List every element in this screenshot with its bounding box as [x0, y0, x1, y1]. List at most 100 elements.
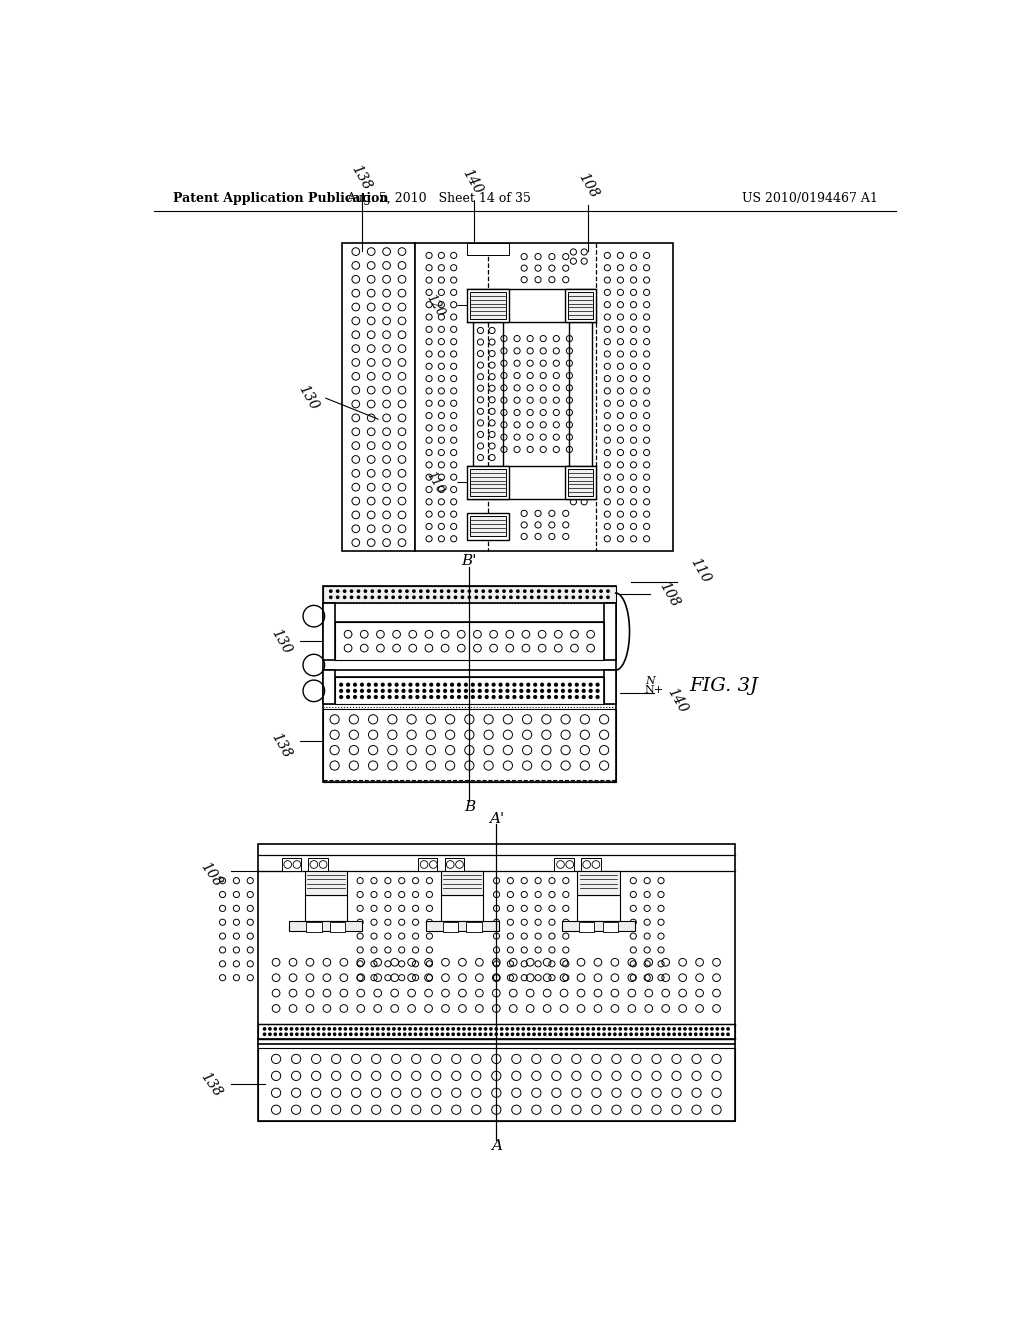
Circle shape: [630, 1034, 632, 1035]
Circle shape: [485, 684, 488, 686]
Circle shape: [433, 590, 436, 593]
Circle shape: [711, 1034, 713, 1035]
Circle shape: [353, 689, 356, 692]
Circle shape: [544, 1028, 546, 1030]
Circle shape: [511, 1034, 514, 1035]
Circle shape: [513, 696, 516, 698]
Bar: [467, 923, 482, 932]
Circle shape: [496, 1034, 498, 1035]
Circle shape: [635, 1028, 638, 1030]
Circle shape: [366, 1028, 368, 1030]
Circle shape: [406, 590, 409, 593]
Circle shape: [499, 696, 502, 698]
Bar: [416, 243, 674, 552]
Circle shape: [706, 1034, 708, 1035]
Bar: [578, 871, 620, 895]
Circle shape: [554, 1034, 557, 1035]
Circle shape: [555, 684, 557, 686]
Circle shape: [541, 696, 544, 698]
Circle shape: [489, 1034, 493, 1035]
Circle shape: [499, 689, 502, 692]
Text: 110: 110: [424, 469, 447, 496]
Circle shape: [403, 1028, 406, 1030]
Circle shape: [392, 597, 394, 598]
Circle shape: [522, 1034, 524, 1035]
Circle shape: [430, 696, 432, 698]
Circle shape: [360, 689, 364, 692]
Circle shape: [646, 1034, 648, 1035]
Circle shape: [340, 684, 343, 686]
Circle shape: [493, 696, 495, 698]
Circle shape: [312, 1028, 314, 1030]
Circle shape: [496, 1028, 498, 1030]
Circle shape: [447, 590, 450, 593]
Circle shape: [478, 689, 481, 692]
Circle shape: [427, 590, 429, 593]
Bar: [582, 858, 600, 871]
Circle shape: [575, 696, 579, 698]
Circle shape: [471, 696, 474, 698]
Circle shape: [355, 1034, 357, 1035]
Circle shape: [684, 1028, 686, 1030]
Circle shape: [328, 1028, 331, 1030]
Bar: [441, 871, 483, 895]
Circle shape: [506, 1034, 508, 1035]
Bar: [289, 921, 362, 931]
Circle shape: [393, 1028, 395, 1030]
Bar: [323, 669, 335, 705]
Circle shape: [527, 1028, 529, 1030]
Circle shape: [583, 684, 585, 686]
Circle shape: [280, 1028, 282, 1030]
Circle shape: [387, 1034, 390, 1035]
Circle shape: [443, 684, 446, 686]
Circle shape: [427, 597, 429, 598]
Circle shape: [592, 1028, 595, 1030]
Circle shape: [522, 1028, 524, 1030]
Circle shape: [409, 696, 412, 698]
Circle shape: [538, 597, 540, 598]
Circle shape: [568, 684, 571, 686]
Circle shape: [378, 597, 381, 598]
Circle shape: [416, 689, 419, 692]
Circle shape: [458, 689, 461, 692]
Circle shape: [501, 1034, 503, 1035]
Circle shape: [409, 1034, 412, 1035]
Bar: [258, 843, 735, 1121]
Circle shape: [598, 1034, 600, 1035]
Circle shape: [365, 597, 367, 598]
Circle shape: [539, 1034, 541, 1035]
Circle shape: [371, 1034, 374, 1035]
Circle shape: [596, 696, 599, 698]
Circle shape: [406, 597, 409, 598]
Circle shape: [471, 684, 474, 686]
Circle shape: [568, 689, 571, 692]
Circle shape: [399, 597, 401, 598]
Circle shape: [577, 1034, 579, 1035]
Circle shape: [513, 684, 516, 686]
Circle shape: [630, 1028, 632, 1030]
Circle shape: [513, 689, 516, 692]
Circle shape: [425, 1028, 427, 1030]
Circle shape: [437, 684, 439, 686]
Circle shape: [465, 696, 467, 698]
Circle shape: [365, 590, 367, 593]
Circle shape: [347, 689, 349, 692]
Circle shape: [679, 1028, 681, 1030]
Circle shape: [306, 1034, 309, 1035]
Circle shape: [673, 1028, 676, 1030]
Circle shape: [317, 1028, 319, 1030]
Circle shape: [700, 1034, 702, 1035]
Circle shape: [479, 1028, 481, 1030]
Circle shape: [349, 1034, 352, 1035]
Circle shape: [545, 590, 547, 593]
Circle shape: [317, 1034, 319, 1035]
Text: 138: 138: [198, 1069, 225, 1100]
Circle shape: [274, 1034, 276, 1035]
Circle shape: [656, 1028, 659, 1030]
Circle shape: [395, 696, 398, 698]
Circle shape: [452, 1028, 455, 1030]
Circle shape: [371, 1028, 374, 1030]
Circle shape: [570, 1028, 572, 1030]
Circle shape: [388, 689, 391, 692]
Circle shape: [600, 597, 602, 598]
